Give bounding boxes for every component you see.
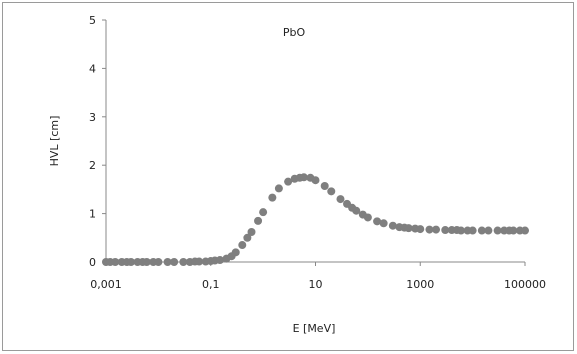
data-point — [327, 187, 336, 196]
data-point — [254, 216, 263, 225]
y-axis-title: HVL [cm] — [48, 116, 61, 167]
data-point — [432, 225, 441, 234]
data-point — [311, 176, 320, 185]
data-point — [320, 182, 329, 191]
data-point — [468, 226, 477, 235]
data-point — [247, 227, 256, 236]
data-point — [163, 258, 172, 266]
data-point — [484, 226, 493, 235]
x-axis-title: E [MeV] — [293, 322, 336, 335]
data-point — [243, 233, 252, 242]
data-point — [373, 217, 382, 226]
y-axis-ticks: 0 1 2 3 4 5 — [89, 14, 106, 269]
data-point — [509, 226, 518, 235]
x-axis-ticks: 0,001 0,1 10 1000 100000 — [90, 262, 546, 291]
data-point — [457, 226, 466, 235]
data-point — [268, 193, 277, 202]
y-tick-label: 1 — [89, 208, 96, 221]
data-point — [231, 248, 240, 257]
data-point — [195, 257, 204, 266]
data-point — [284, 177, 293, 186]
data-point — [477, 226, 486, 235]
data-point — [521, 226, 529, 235]
data-point — [126, 258, 135, 266]
data-point — [416, 225, 425, 234]
y-tick-label: 2 — [89, 159, 96, 172]
y-tick-label: 0 — [89, 256, 96, 269]
data-point — [425, 225, 434, 234]
x-tick-label: 0,1 — [202, 278, 220, 291]
data-point — [404, 224, 413, 233]
data-point — [259, 208, 268, 217]
data-point — [336, 195, 345, 204]
data-point — [363, 213, 372, 222]
x-tick-label: 10 — [309, 278, 323, 291]
x-tick-label: 100000 — [504, 278, 546, 291]
data-point — [142, 258, 151, 266]
y-tick-label: 4 — [89, 62, 96, 75]
data-point — [441, 226, 450, 235]
data-point — [379, 219, 388, 228]
data-point — [493, 226, 502, 235]
x-tick-label: 1000 — [406, 278, 434, 291]
data-point — [179, 258, 188, 266]
data-point — [215, 256, 224, 265]
chart-title: PbO — [283, 26, 306, 39]
data-point — [352, 206, 361, 215]
x-tick-label: 0,001 — [90, 278, 122, 291]
y-tick-label: 3 — [89, 111, 96, 124]
data-points — [102, 173, 529, 266]
data-point — [274, 184, 283, 193]
data-point — [238, 241, 247, 250]
data-point — [154, 258, 163, 266]
data-point — [299, 173, 308, 182]
data-point — [170, 258, 179, 266]
data-point — [388, 221, 397, 230]
y-tick-label: 5 — [89, 14, 96, 27]
chart-frame — [2, 2, 574, 351]
data-point — [111, 258, 120, 266]
